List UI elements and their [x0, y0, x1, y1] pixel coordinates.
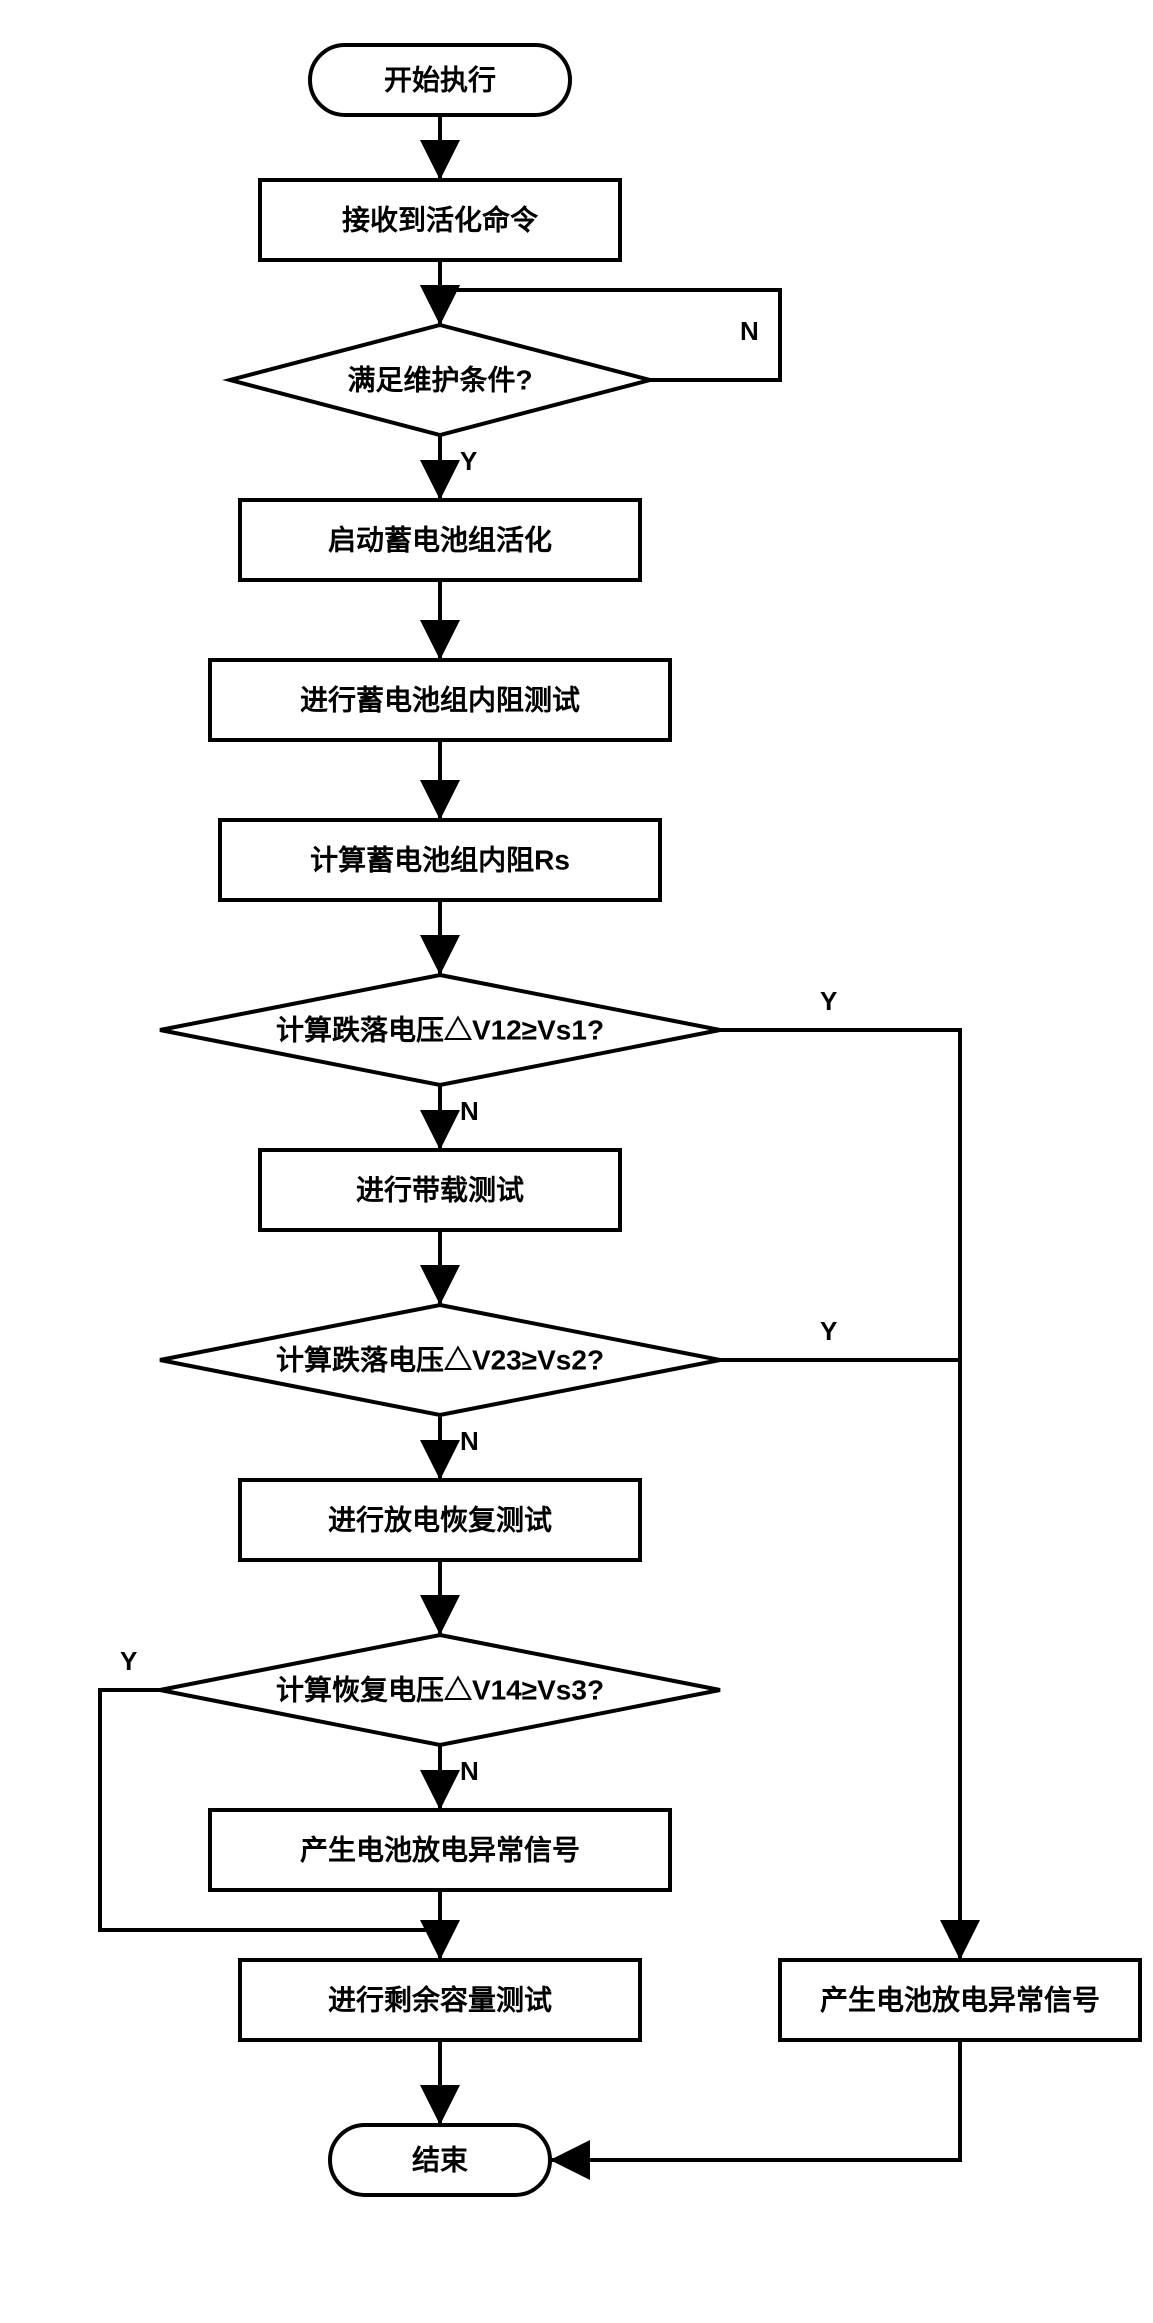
node-text: 进行放电恢复测试: [328, 1503, 552, 1535]
edge-label: Y: [820, 986, 837, 1016]
node-text: 进行带载测试: [356, 1173, 524, 1205]
node-n7: 产生电池放电异常信号: [210, 1810, 670, 1890]
edge-label: Y: [120, 1646, 137, 1676]
node-text: 计算蓄电池组内阻Rs: [310, 843, 570, 875]
node-n8: 进行剩余容量测试: [240, 1960, 640, 2040]
node-text: 产生电池放电异常信号: [300, 1833, 580, 1865]
flowchart-diagram: Y N N Y N Y N Y 开始执行接收到活化命令满足维护条件? 启动蓄电池组活化进行蓄电池…: [20, 20, 1153, 2303]
node-text: 满足维护条件?: [347, 364, 532, 395]
node-text: 产生电池放电异常信号: [820, 1983, 1100, 2015]
node-n5: 进行带载测试: [260, 1150, 620, 1230]
node-d1: 满足维护条件?: [230, 325, 650, 435]
node-d2: 计算跌落电压△V12≥Vs1?: [160, 975, 720, 1085]
node-n4: 计算蓄电池组内阻Rs: [220, 820, 660, 900]
node-text: 进行蓄电池组内阻测试: [300, 683, 580, 715]
edge-label: N: [460, 1426, 479, 1456]
node-end: 结束: [330, 2125, 550, 2195]
node-text: 接收到活化命令: [342, 203, 539, 235]
edge-label: N: [460, 1756, 479, 1786]
node-n2: 启动蓄电池组活化: [240, 500, 640, 580]
node-d4: 计算恢复电压△V14≥Vs3?: [160, 1635, 720, 1745]
node-n9: 产生电池放电异常信号: [780, 1960, 1140, 2040]
edge: [550, 2040, 960, 2160]
node-text: 结束: [412, 2144, 468, 2175]
node-n6: 进行放电恢复测试: [240, 1480, 640, 1560]
node-d3: 计算跌落电压△V23≥Vs2?: [160, 1305, 720, 1415]
edge-label: N: [460, 1096, 479, 1126]
node-text: 进行剩余容量测试: [328, 1983, 552, 2015]
node-text: 启动蓄电池组活化: [328, 524, 552, 555]
node-text: 计算跌落电压△V23≥Vs2?: [276, 1343, 604, 1375]
node-n1: 接收到活化命令: [260, 180, 620, 260]
node-text: 开始执行: [384, 63, 496, 95]
edge-label: Y: [460, 446, 477, 476]
node-text: 计算跌落电压△V12≥Vs1?: [276, 1013, 604, 1045]
edge: [720, 1030, 960, 1960]
edge-label: N: [740, 316, 759, 346]
node-n3: 进行蓄电池组内阻测试: [210, 660, 670, 740]
node-text: 计算恢复电压△V14≥Vs3?: [276, 1673, 604, 1705]
node-start: 开始执行: [310, 45, 570, 115]
edge-label: Y: [820, 1316, 837, 1346]
